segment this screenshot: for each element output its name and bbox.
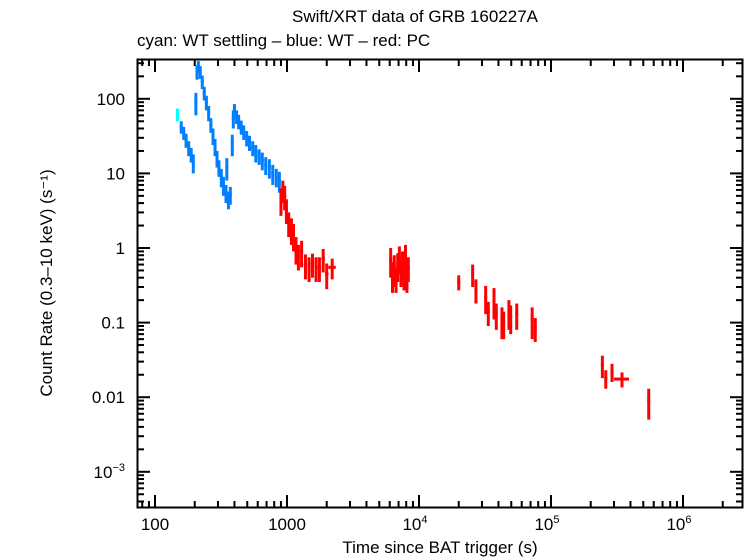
data-point [182, 126, 186, 141]
y-tick-label: 10 [106, 164, 125, 183]
data-point [613, 372, 630, 388]
data-point [213, 138, 217, 157]
data-point [647, 388, 651, 420]
data-point [245, 131, 249, 147]
data-point [515, 303, 519, 330]
data-point [530, 307, 534, 340]
x-tick-label: 104 [402, 514, 427, 534]
data-point [471, 264, 475, 288]
data-point [257, 149, 261, 165]
data-point [291, 223, 295, 252]
data-point [284, 199, 288, 224]
plot-area [175, 61, 651, 420]
y-axis-label: Count Rate (0.3–10 keV) (s⁻¹) [37, 169, 56, 396]
y-tick-label: 100 [97, 90, 125, 109]
data-point [533, 318, 537, 342]
data-point [406, 257, 410, 283]
data-point [307, 257, 311, 283]
series-wt [179, 61, 281, 210]
data-point [484, 285, 488, 315]
data-point [403, 244, 407, 271]
x-tick-label: 106 [666, 514, 691, 534]
data-point [230, 134, 234, 157]
data-point [277, 171, 281, 193]
data-point [486, 301, 490, 327]
data-point [600, 355, 604, 379]
series-wt-settling [175, 108, 179, 122]
data-point [191, 154, 195, 174]
data-point [254, 145, 258, 163]
data-point [324, 263, 329, 290]
tick-labels: 100 1000 104 105 106 100 10 1 0.1 0.01 10−3 [92, 90, 692, 534]
data-point [267, 159, 271, 179]
data-point [397, 246, 401, 274]
x-tick-label: 100 [141, 515, 169, 534]
data-point [215, 150, 219, 168]
data-point [401, 251, 405, 278]
axis-ticks [138, 60, 742, 507]
data-point [228, 186, 232, 205]
x-axis-label: Time since BAT trigger (s) [342, 538, 537, 557]
data-point [271, 164, 275, 185]
data-point [389, 248, 393, 278]
data-point [211, 128, 215, 146]
x-tick-label: 105 [534, 514, 559, 534]
data-point [242, 125, 246, 141]
data-point [194, 92, 198, 116]
data-point [225, 158, 229, 181]
data-point [184, 133, 188, 148]
series-pc [279, 180, 651, 420]
data-point [207, 106, 211, 122]
data-point [248, 135, 252, 151]
data-point [200, 75, 204, 90]
data-point [296, 244, 300, 271]
data-point [251, 141, 255, 157]
y-tick-label: 0.1 [101, 314, 125, 333]
y-tick-label: 0.01 [92, 388, 125, 407]
y-tick-label: 1 [116, 239, 125, 258]
data-point [237, 114, 241, 130]
plot-frame [136, 58, 744, 509]
x-tick-label: 1000 [268, 515, 306, 534]
data-point [457, 275, 461, 291]
data-point [474, 279, 478, 304]
data-point [264, 157, 268, 176]
data-point [328, 258, 336, 280]
data-point [303, 254, 308, 280]
data-point [198, 66, 202, 79]
data-point [283, 185, 287, 211]
data-point [175, 108, 179, 122]
data-point [209, 118, 213, 133]
data-point [314, 257, 318, 283]
data-point [221, 176, 225, 196]
data-point [300, 240, 304, 268]
data-point [204, 95, 208, 111]
data-point [287, 212, 291, 238]
data-point [260, 152, 264, 171]
data-point [217, 160, 221, 177]
data-point [321, 248, 325, 273]
chart-subtitle: cyan: WT settling – blue: WT – red: PC [137, 31, 430, 50]
data-point [494, 303, 498, 330]
data-point [274, 168, 278, 188]
data-point [317, 257, 322, 283]
y-tick-label: 10−3 [94, 462, 125, 482]
data-point [492, 288, 496, 320]
data-point [310, 253, 315, 278]
chart-title: Swift/XRT data of GRB 160227A [292, 7, 539, 26]
data-point [509, 305, 513, 335]
data-point [202, 86, 206, 101]
data-point [610, 363, 614, 382]
data-point [604, 370, 608, 389]
data-point [502, 311, 506, 340]
